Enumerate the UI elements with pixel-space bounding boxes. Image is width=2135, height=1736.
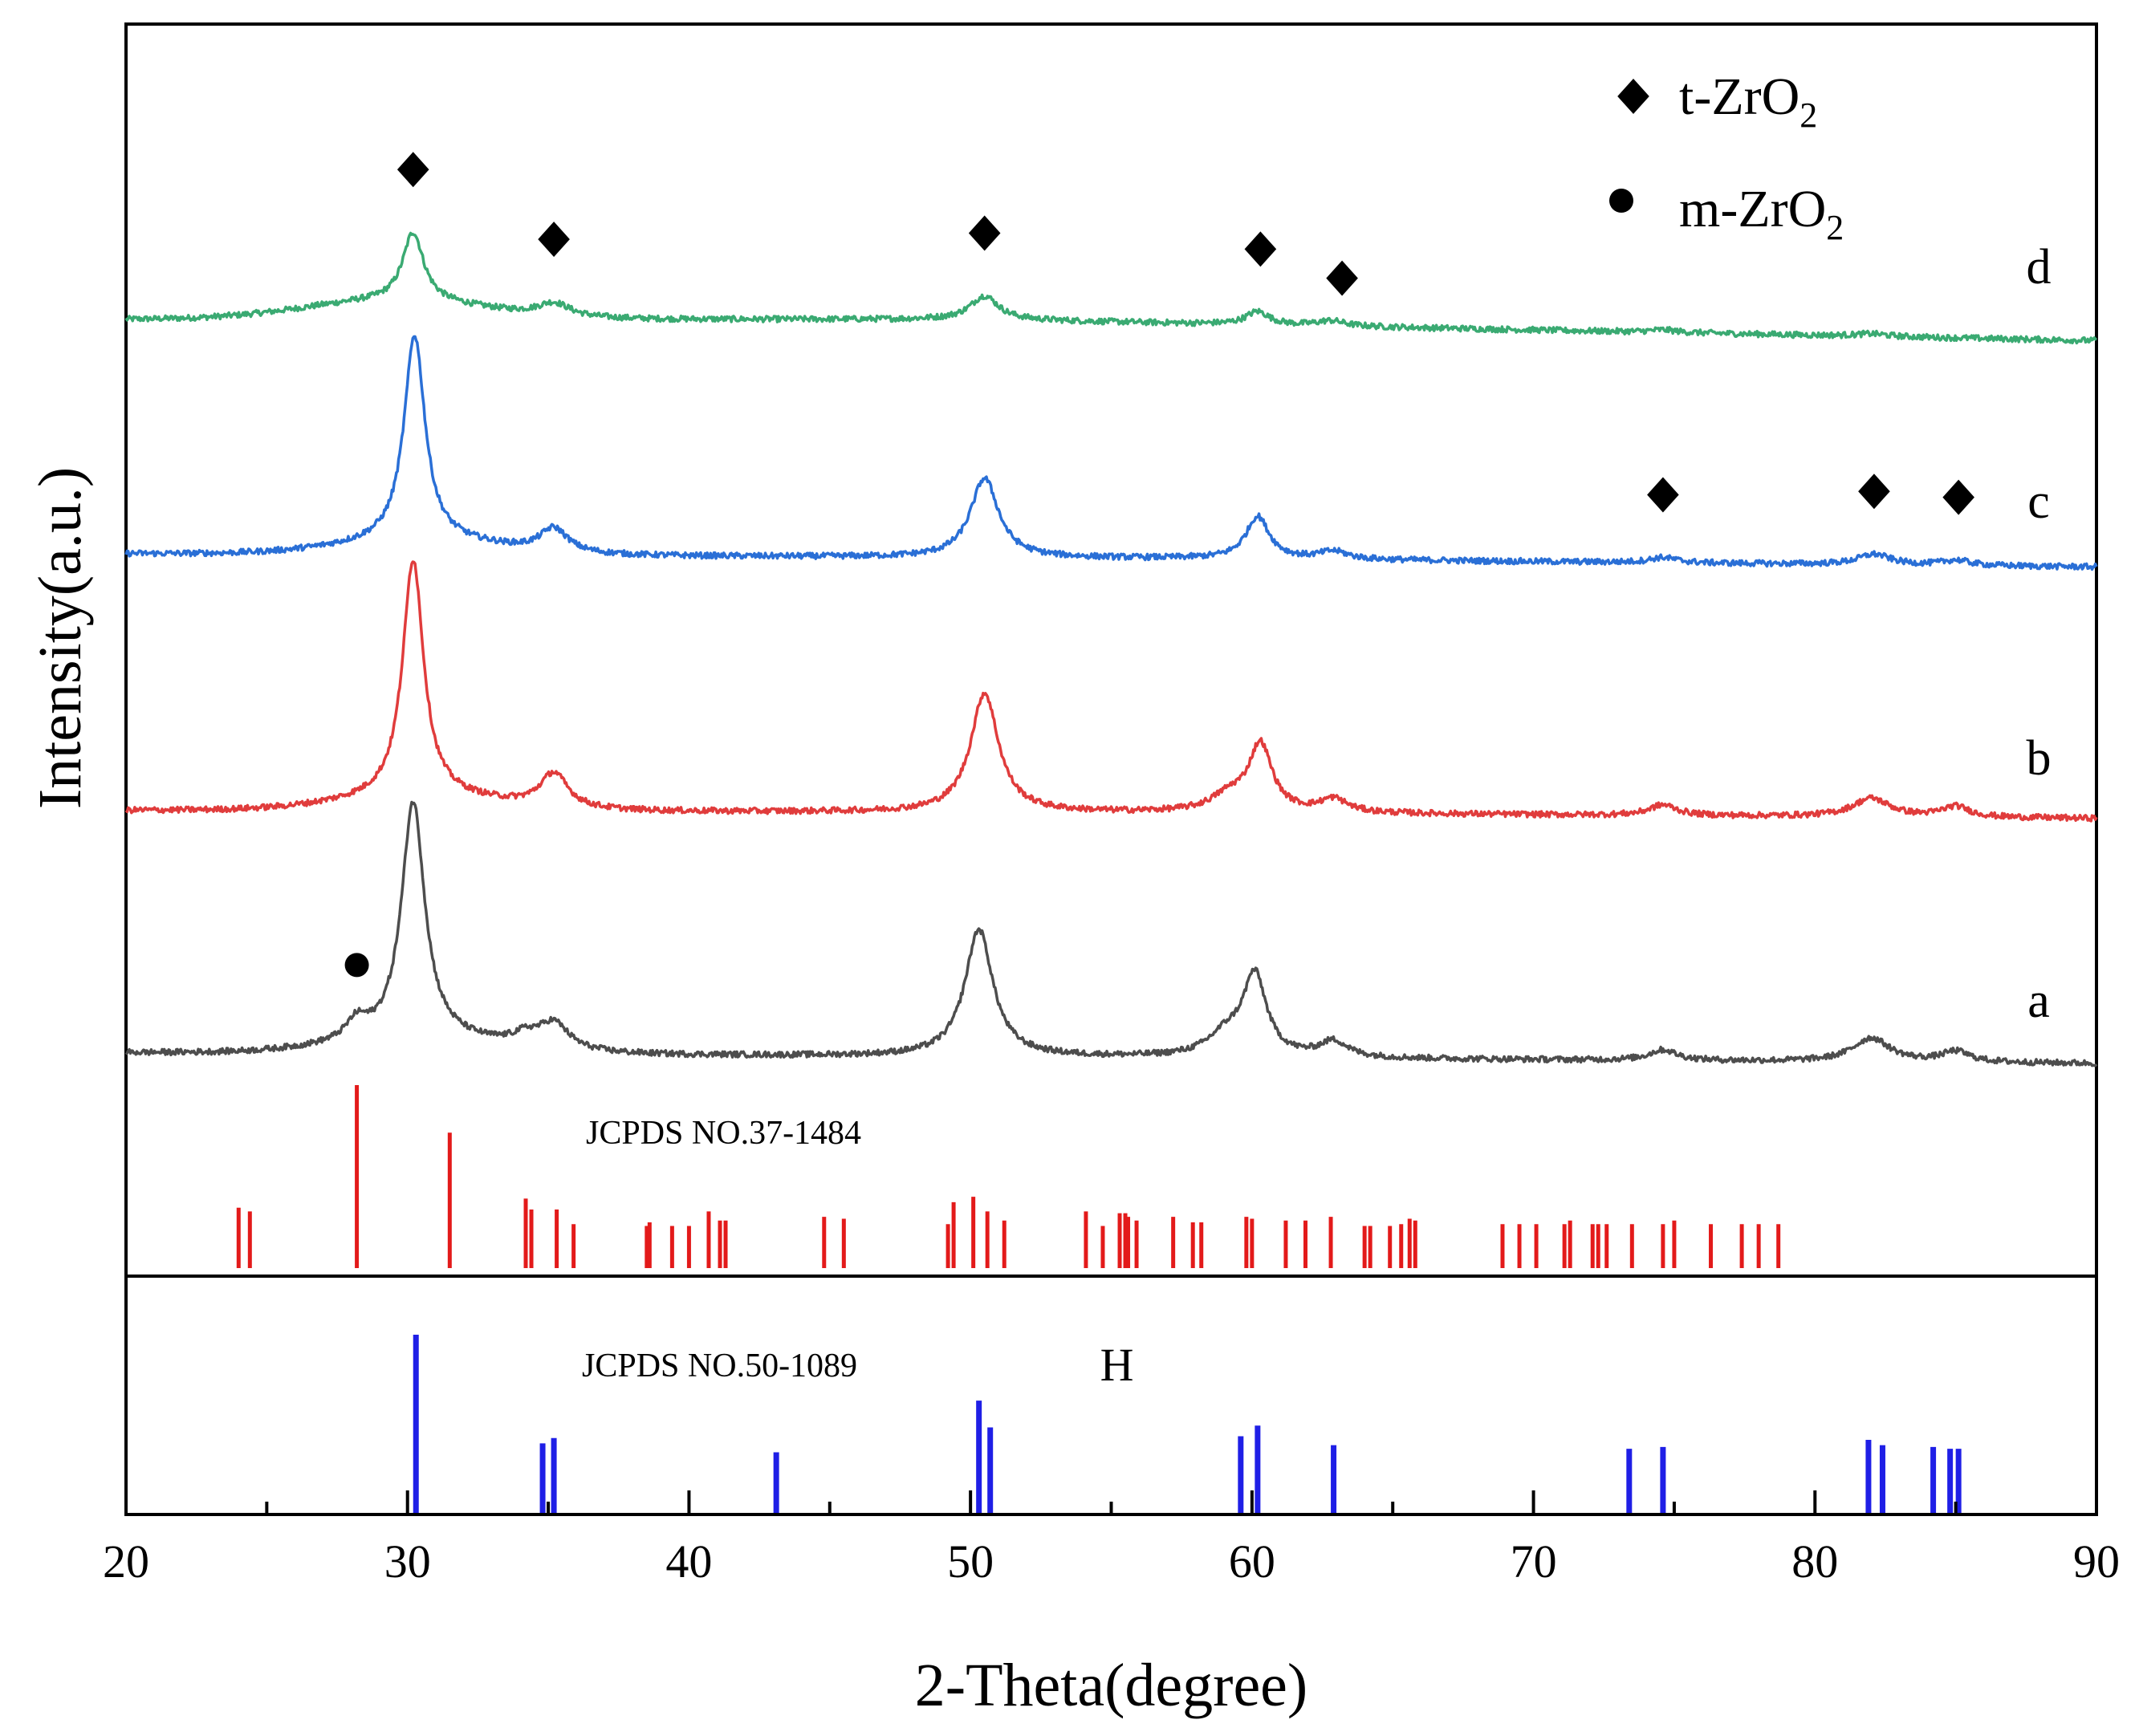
series-a-label: a (2027, 974, 2050, 1028)
series-d-line (124, 231, 2098, 345)
marker-diamond-3 (1244, 231, 1277, 267)
y-axis-label: Intensity(a.u.) (26, 467, 94, 809)
x-tick-label-20: 20 (103, 1535, 149, 1588)
x-tick-label-40: 40 (665, 1535, 712, 1588)
annotation-0: H (1100, 1339, 1134, 1391)
marker-diamond-1 (538, 222, 570, 258)
marker-diamond-2 (968, 215, 1001, 251)
x-axis-label: 2-Theta(degree) (915, 1652, 1307, 1719)
marker-diamond-5 (1647, 477, 1679, 513)
x-tick-label-70: 70 (1511, 1535, 1557, 1588)
legend-circle-icon (1609, 189, 1633, 213)
legend-diamond-icon (1617, 79, 1649, 114)
x-tick-label-60: 60 (1229, 1535, 1275, 1588)
marker-diamond-6 (1858, 474, 1890, 510)
x-tick-label-90: 90 (2073, 1535, 2120, 1588)
plot-frame (124, 22, 2098, 1516)
x-tick-label-50: 50 (947, 1535, 994, 1588)
series-a-line (124, 800, 2098, 1067)
series-d-label: d (2027, 240, 2052, 295)
series-b-label: b (2027, 731, 2052, 786)
series-b-line (124, 560, 2098, 823)
x-tick-label-80: 80 (1791, 1535, 1838, 1588)
legend-entry-1-subscript: 2 (1826, 208, 1844, 247)
x-tick-label-30: 30 (384, 1535, 431, 1588)
ref2-label: JCPDS NO.50-1089 (582, 1348, 857, 1384)
ref1-label: JCPDS NO.37-1484 (586, 1115, 861, 1152)
marker-diamond-0 (396, 152, 429, 188)
series-c-line (124, 335, 2098, 571)
legend-entry-0-subscript: 2 (1800, 96, 1817, 135)
marker-diamond-4 (1326, 260, 1358, 296)
legend-entry-0: t-ZrO2 (1679, 67, 1817, 135)
legend: t-ZrO2 m-ZrO2 (1609, 67, 1844, 247)
series-c-label: c (2027, 474, 2050, 529)
marker-circle-8 (344, 953, 369, 978)
marker-diamond-7 (1942, 479, 1974, 515)
legend-entry-1: m-ZrO2 (1679, 180, 1844, 247)
